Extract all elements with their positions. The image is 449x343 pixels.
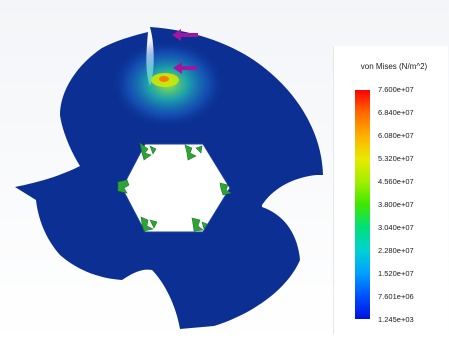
legend-label: 7.600e+07 [378, 85, 414, 94]
fixed-geometry-icon [219, 182, 232, 196]
legend-label: 4.560e+07 [378, 177, 414, 186]
stress-max [159, 76, 169, 82]
legend-label: 3.800e+07 [378, 200, 414, 209]
force-arrow-icon [172, 29, 198, 41]
fixed-geometry-icon [139, 142, 157, 161]
fixed-geometry-icon [117, 179, 130, 194]
force-arrow-icon [173, 62, 197, 74]
legend-label: 1.245e+03 [378, 315, 414, 324]
legend-label: 1.520e+07 [378, 269, 414, 278]
legend-label: 6.840e+07 [378, 108, 414, 117]
legend-label: 7.601e+06 [378, 292, 414, 301]
legend-label: 3.040e+07 [378, 223, 414, 232]
stress-legend[interactable]: von Mises (N/m^2) 7.600e+07 6.840e+07 6.… [333, 46, 448, 334]
legend-label: 2.280e+07 [378, 246, 414, 255]
legend-label: 6.080e+07 [378, 131, 414, 140]
legend-label: 5.320e+07 [378, 154, 414, 163]
legend-color-bar [355, 90, 370, 319]
legend-title: von Mises (N/m^2) [360, 62, 428, 71]
fixed-geometry-icon [184, 144, 203, 161]
fixture-group [117, 142, 232, 232]
fixed-geometry-icon [191, 217, 208, 232]
fixed-geometry-icon [140, 216, 158, 232]
